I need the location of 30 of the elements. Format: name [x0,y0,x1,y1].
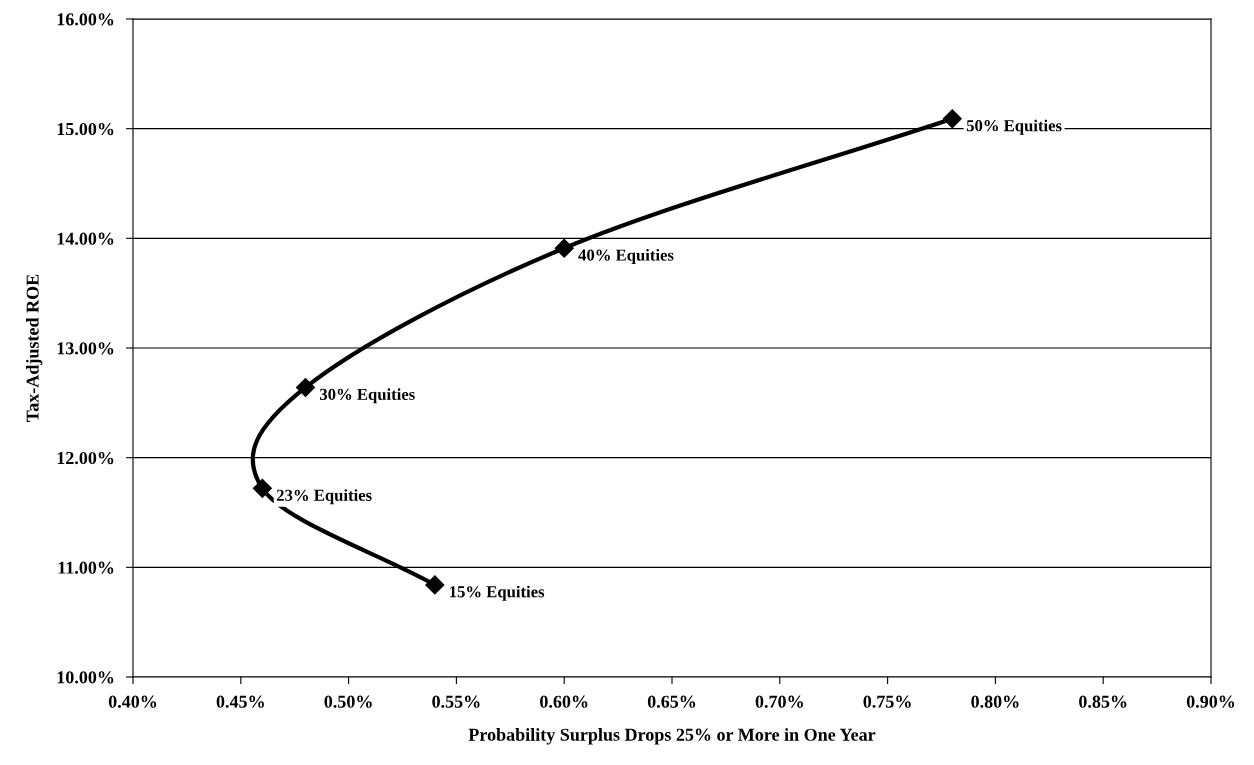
annotation: 23% Equities [276,489,372,505]
x-tick-label: 0.70% [755,695,803,708]
x-tick-label: 0.60% [540,695,588,708]
point [425,575,445,595]
x-tick-label: 0.90% [1186,695,1235,708]
x-tick-label: 0.80% [971,695,1019,708]
y-tick-label: 16.00% [57,13,114,26]
point [252,478,272,498]
x-tick-label: 0.40% [108,695,157,708]
x-tick-label: 0.65% [647,695,696,708]
x-tick-label: 0.50% [324,695,372,708]
y-tick-label: 11.00% [58,561,114,574]
y-tick-label: 13.00% [57,342,114,355]
y-tick-label: 14.00% [57,232,114,245]
y-tick-label: 10.00% [57,671,114,684]
annotation: 50% Equities [966,119,1062,135]
x-axis-title: Probability Surplus Drops 25% or More in One Year [468,728,876,745]
annotation: 40% Equities [578,248,674,265]
point [295,377,316,398]
annotation: 15% Equities [450,585,545,601]
annotation: 30% Equities [320,388,415,404]
x-tick-label: 0.75% [863,695,911,708]
point [554,238,574,258]
x-tick-label: 0.85% [1079,695,1127,708]
x-tick-label: 0.45% [216,695,264,708]
x-tick-label: 0.55% [432,695,480,708]
y-tick-label: 12.00% [57,451,114,465]
y-tick-label: 15.00% [57,122,114,136]
point [942,109,962,129]
y-axis-title: Tax-Adjusted ROE [26,274,43,422]
